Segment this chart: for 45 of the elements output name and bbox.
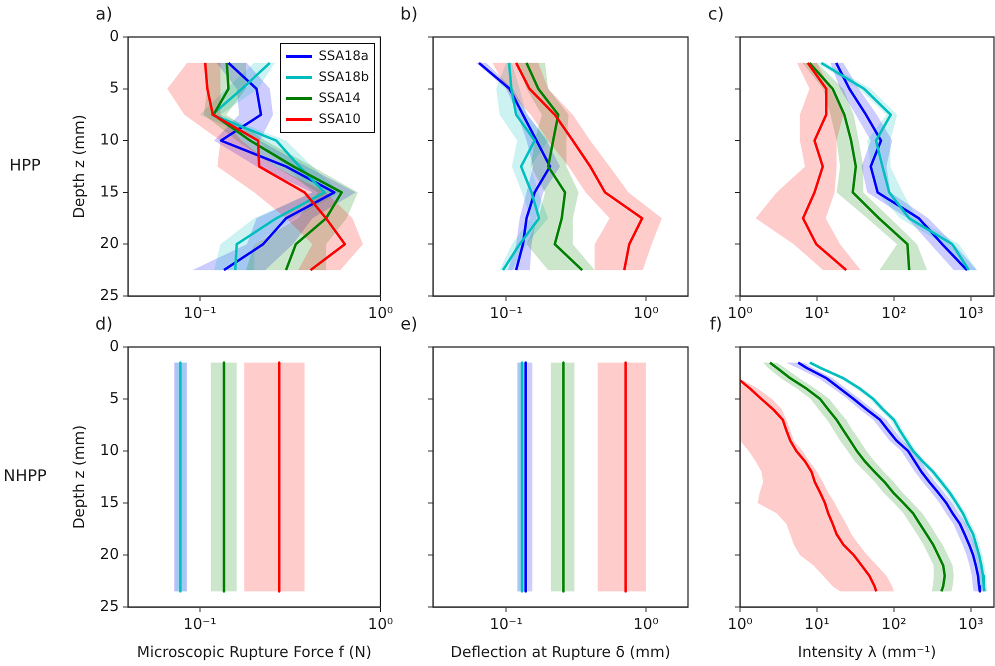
x-tick-label: 10¹: [804, 614, 830, 633]
x-tick-label: 10¹: [804, 304, 830, 322]
legend-label: SSA14: [318, 91, 361, 106]
y-tick-label: 15: [100, 492, 119, 511]
x-tick-label: 10⁰: [727, 304, 753, 322]
y-axis-title: Depth z (mm): [70, 114, 88, 219]
chart-title: f): [710, 314, 722, 334]
chart-title: a): [95, 4, 113, 24]
y-tick-label: 0: [109, 26, 119, 45]
x-axis-title: Intensity λ (mm⁻¹): [798, 642, 936, 661]
chart-title: e): [400, 314, 418, 334]
y-tick-label: 20: [100, 234, 119, 252]
y-tick-label: 25: [100, 596, 119, 615]
legend-label: SSA18b: [318, 70, 369, 85]
x-tick-label: 10⁻¹: [183, 304, 216, 322]
chart-title: d): [95, 314, 113, 334]
x-tick-label: 10⁻¹: [183, 614, 216, 633]
x-tick-label: 10⁰: [368, 614, 394, 633]
y-tick-label: 5: [109, 388, 119, 407]
chart-title: c): [708, 4, 724, 24]
legend-label: SSA10: [318, 112, 361, 127]
y-axis-title: Depth z (mm): [70, 424, 88, 530]
x-tick-label: 10³: [958, 304, 984, 322]
y-tick-label: 20: [100, 544, 119, 563]
y-tick-label: 0: [109, 336, 119, 355]
text: NHPP: [3, 466, 47, 486]
x-tick-label: 10²: [881, 304, 906, 322]
y-tick-label: 5: [109, 78, 119, 97]
x-axis-title: Deflection at Rupture δ (mm): [450, 642, 670, 661]
legend-label: SSA18a: [318, 49, 369, 64]
y-tick-label: 25: [100, 286, 119, 304]
text: HPP: [9, 156, 42, 175]
y-tick-label: 10: [100, 130, 119, 148]
x-tick-label: 10⁻¹: [490, 614, 523, 633]
y-tick-label: 15: [100, 182, 119, 200]
chart-title: b): [400, 4, 418, 24]
x-tick-label: 10⁰: [368, 304, 394, 322]
x-tick-label: 10⁻¹: [490, 304, 523, 322]
x-tick-label: 10⁰: [633, 614, 658, 633]
x-tick-label: 10³: [958, 614, 984, 633]
x-tick-label: 10⁰: [727, 614, 753, 633]
x-tick-label: 10²: [881, 614, 906, 633]
x-tick-label: 10⁰: [633, 304, 658, 322]
x-axis-title: Microscopic Rupture Force f (N): [136, 642, 372, 661]
y-tick-label: 10: [100, 440, 119, 459]
